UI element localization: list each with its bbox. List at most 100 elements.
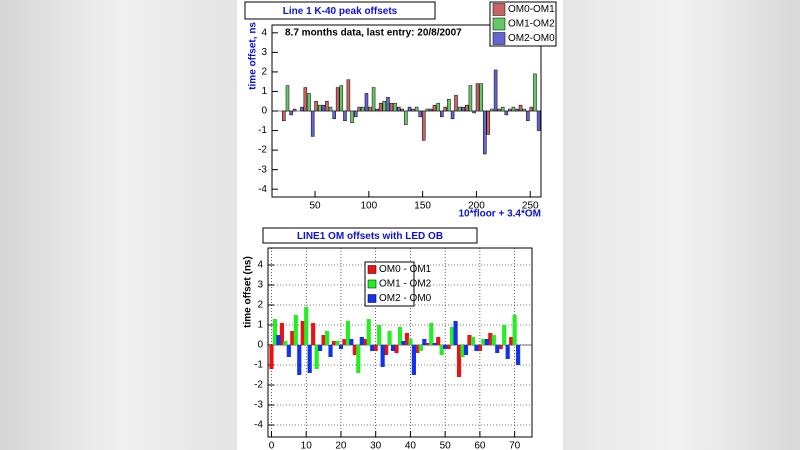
bar	[393, 102, 397, 112]
bar	[397, 327, 403, 345]
bar	[282, 110, 286, 122]
bar	[300, 106, 304, 112]
bar	[297, 345, 302, 375]
bar	[331, 341, 337, 345]
bar	[470, 337, 476, 345]
bar	[290, 331, 295, 345]
bar	[357, 106, 361, 112]
bar	[481, 339, 486, 345]
bar	[436, 102, 440, 112]
y-tick-label: -1	[258, 125, 267, 136]
x-tick-label: 40	[405, 441, 417, 450]
bar	[456, 345, 462, 377]
y-axis-label: time offset, ns	[248, 22, 259, 90]
bar	[502, 325, 507, 345]
bar	[464, 104, 469, 112]
x-tick-label: 50	[440, 441, 452, 450]
legend-label: OM2 - OM0	[379, 293, 432, 304]
bar	[439, 345, 444, 355]
bar	[450, 110, 455, 120]
bar	[446, 345, 451, 349]
bar	[366, 319, 371, 345]
bar	[396, 106, 401, 112]
bar	[457, 106, 462, 112]
bar	[304, 307, 309, 345]
bar	[493, 69, 498, 112]
bar	[300, 321, 305, 345]
bar	[350, 110, 354, 123]
bar	[389, 102, 394, 112]
bar	[307, 345, 312, 373]
bar	[515, 108, 519, 112]
bar	[504, 110, 509, 116]
legend-swatch	[492, 17, 506, 31]
bar	[380, 345, 385, 367]
bar	[368, 106, 372, 112]
bar	[400, 108, 404, 112]
bar	[415, 345, 420, 353]
bar	[335, 341, 340, 345]
bar	[361, 106, 365, 112]
bar	[307, 93, 311, 112]
chart-title: Line 1 K-40 peak offsets	[283, 6, 398, 17]
y-tick-label: 1	[261, 86, 267, 97]
bar	[498, 345, 503, 349]
bar	[345, 321, 350, 345]
bar	[461, 106, 466, 112]
bar	[418, 345, 423, 351]
bar	[276, 335, 281, 345]
x-tick-label: 200	[468, 201, 485, 212]
bar	[508, 108, 512, 112]
bar	[283, 341, 288, 345]
y-tick-label: 0	[257, 340, 263, 351]
bar	[292, 108, 297, 112]
bar	[432, 104, 437, 112]
bar	[370, 345, 375, 351]
annotation: 8.7 months data, last entry: 20/8/2007	[285, 28, 462, 39]
bar	[425, 343, 430, 345]
x-tick-label: 70	[509, 441, 521, 450]
legend-label: OM1-OM2	[508, 19, 555, 30]
bar	[289, 110, 293, 116]
bar	[495, 345, 500, 353]
legend-swatch	[492, 32, 506, 45]
bar	[286, 345, 291, 357]
legend-label: OM2-OM0	[508, 33, 555, 44]
bar	[443, 345, 448, 349]
y-tick-label: 1	[257, 320, 263, 331]
bar	[328, 106, 333, 112]
bar	[411, 108, 415, 112]
y-tick-label: -3	[254, 400, 263, 411]
bar	[269, 345, 274, 369]
bar	[349, 339, 354, 345]
bar	[463, 345, 469, 355]
y-tick-label: 3	[257, 280, 263, 291]
bar	[311, 323, 316, 345]
bar	[447, 99, 451, 112]
x-tick-label: 30	[370, 441, 382, 450]
bar	[533, 73, 537, 112]
bar	[472, 110, 476, 114]
bar	[512, 315, 517, 345]
legend-label: OM1 - OM2	[379, 279, 432, 290]
bar	[401, 341, 406, 345]
bar	[343, 110, 347, 122]
legend-swatch	[367, 294, 377, 303]
bar	[497, 108, 501, 112]
bar	[474, 345, 479, 351]
bar	[404, 333, 410, 345]
bar	[491, 335, 496, 345]
bar	[443, 106, 447, 112]
bar	[432, 343, 437, 345]
bar	[529, 106, 534, 112]
bar	[450, 327, 455, 345]
x-axis-label: 10*floor + 3.4*OM	[458, 209, 541, 220]
bar	[324, 331, 330, 345]
bar	[516, 345, 521, 365]
x-tick-label: 150	[414, 201, 431, 212]
bar	[318, 104, 322, 112]
bar	[371, 87, 376, 112]
bar	[394, 345, 399, 353]
